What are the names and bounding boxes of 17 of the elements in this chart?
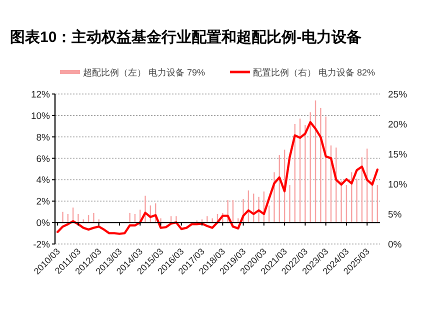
y-tick-label: 0% (36, 218, 51, 230)
y2-tick-label: 10% (388, 180, 408, 190)
y2-tick-label: 20% (388, 120, 408, 130)
legend-label: 超配比例（左） 电力设备 79% (83, 68, 206, 78)
y-tick-label: 4% (36, 175, 51, 186)
y2-tick-label: 0% (388, 240, 402, 250)
y-tick-label: 6% (36, 154, 51, 165)
legend-label: 配置比例（右） 电力设备 82% (253, 68, 376, 78)
y2-tick-label: 5% (388, 210, 402, 220)
y2-tick-label: 15% (388, 150, 408, 160)
y2-tick-label: 25% (388, 90, 408, 100)
y-tick-label: 12% (30, 90, 51, 100)
y-tick-label: 8% (36, 132, 51, 144)
y-tick-label: -2% (33, 240, 51, 250)
y-tick-label: 2% (36, 196, 51, 208)
chart-title: 图表10：主动权益基金行业配置和超配比例-电力设备 (10, 28, 362, 46)
y-tick-label: 10% (30, 110, 51, 122)
